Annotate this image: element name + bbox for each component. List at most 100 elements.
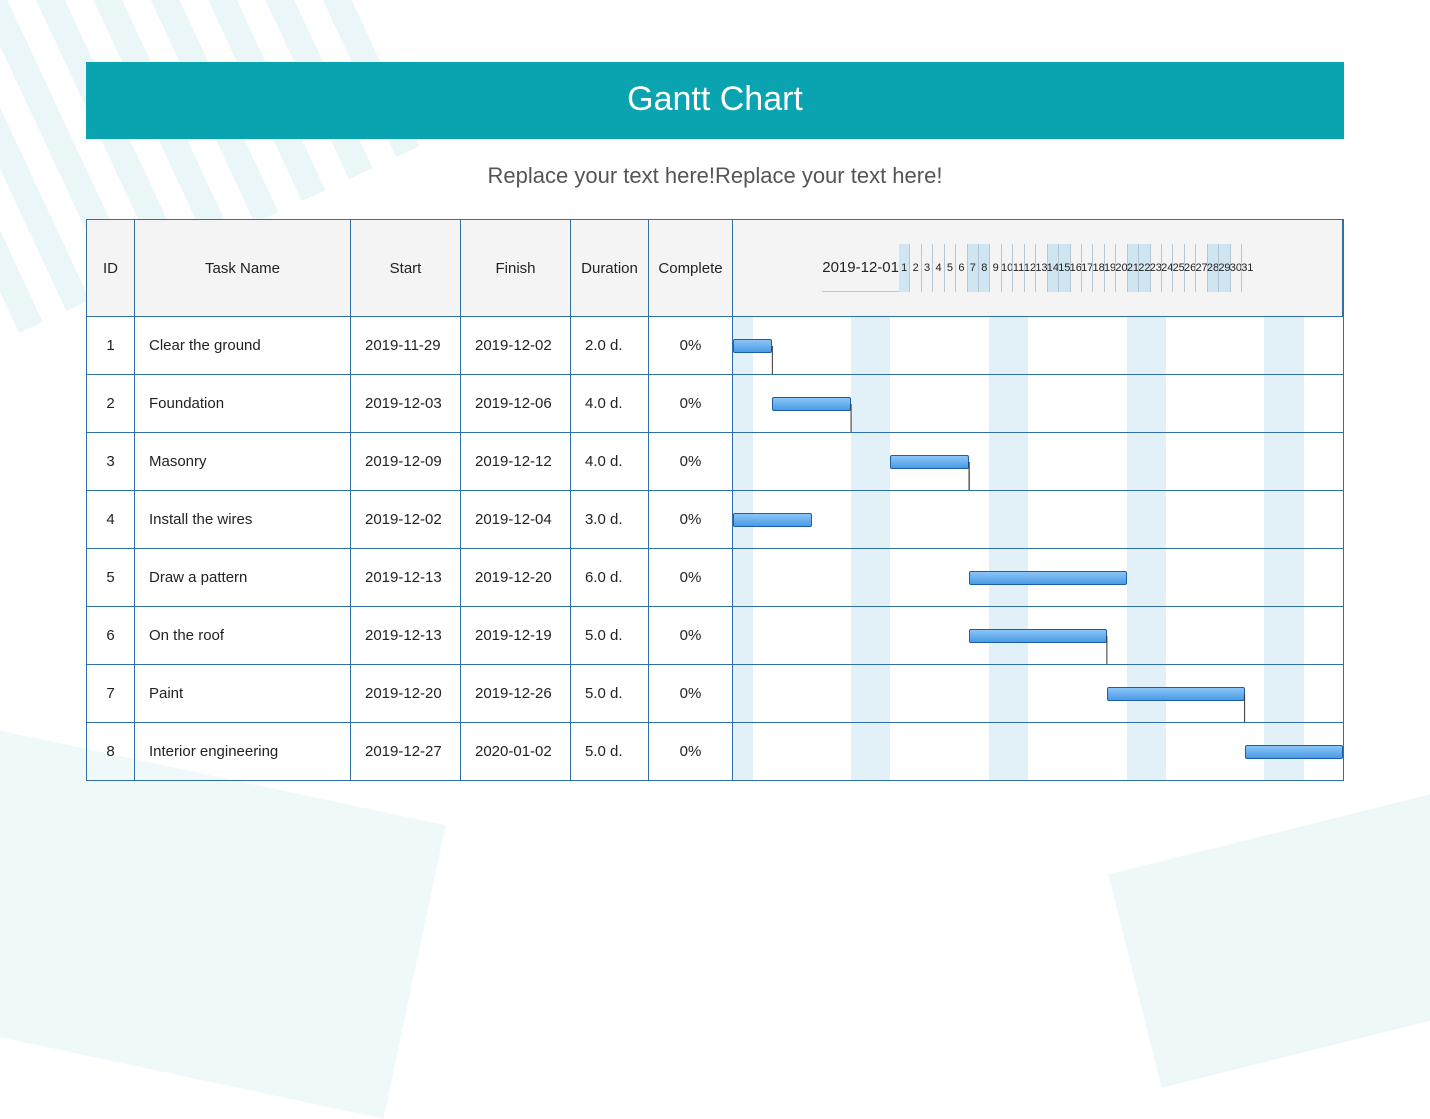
cell-timeline [733, 607, 1343, 664]
cell-id: 6 [87, 607, 135, 664]
weekend-band [1264, 607, 1303, 664]
cell-start: 2019-12-20 [351, 665, 461, 722]
weekend-band [1264, 549, 1303, 606]
timeline-day: 19 [1104, 244, 1115, 292]
weekend-band [1264, 317, 1303, 374]
timeline-day: 8 [978, 244, 989, 292]
cell-timeline [733, 665, 1343, 722]
gantt-bar [969, 571, 1126, 585]
timeline-month-label: 2019-12-01 [822, 244, 899, 292]
col-header-start: Start [351, 220, 461, 316]
weekend-band [851, 549, 890, 606]
timeline-day: 26 [1184, 244, 1195, 292]
cell-finish: 2019-12-02 [461, 317, 571, 374]
gantt-bar [772, 397, 851, 411]
cell-duration: 5.0 d. [571, 607, 649, 664]
cell-task-name: Interior engineering [135, 723, 351, 780]
cell-id: 7 [87, 665, 135, 722]
weekend-band [851, 607, 890, 664]
cell-start: 2019-12-13 [351, 607, 461, 664]
gantt-bar [733, 513, 812, 527]
timeline-day: 17 [1081, 244, 1092, 292]
timeline-day: 2 [909, 244, 920, 292]
cell-task-name: Clear the ground [135, 317, 351, 374]
timeline-day: 25 [1172, 244, 1183, 292]
timeline-day: 28 [1207, 244, 1218, 292]
cell-id: 4 [87, 491, 135, 548]
timeline-day: 31 [1241, 244, 1252, 292]
gantt-bar [1245, 745, 1343, 759]
weekend-band [1264, 375, 1303, 432]
timeline-day: 4 [932, 244, 943, 292]
weekend-band [733, 433, 753, 490]
cell-complete: 0% [649, 317, 733, 374]
timeline-day: 1 [899, 244, 909, 292]
cell-complete: 0% [649, 665, 733, 722]
weekend-band [989, 375, 1028, 432]
dependency-arrow [733, 433, 1343, 490]
timeline-day: 24 [1161, 244, 1172, 292]
gantt-row: 8Interior engineering2019-12-272020-01-0… [87, 722, 1343, 780]
col-header-timeline: 2019-12-01 12345678910111213141516171819… [733, 220, 1343, 316]
cell-finish: 2019-12-19 [461, 607, 571, 664]
weekend-band [851, 723, 890, 780]
weekend-band [733, 375, 753, 432]
cell-start: 2019-12-27 [351, 723, 461, 780]
weekend-band [1264, 433, 1303, 490]
cell-finish: 2019-12-26 [461, 665, 571, 722]
cell-id: 1 [87, 317, 135, 374]
timeline-day: 20 [1115, 244, 1126, 292]
cell-timeline [733, 723, 1343, 780]
cell-task-name: Paint [135, 665, 351, 722]
col-header-finish: Finish [461, 220, 571, 316]
cell-duration: 5.0 d. [571, 665, 649, 722]
cell-start: 2019-12-02 [351, 491, 461, 548]
gantt-row: 7Paint2019-12-202019-12-265.0 d.0% [87, 664, 1343, 722]
cell-timeline [733, 433, 1343, 490]
timeline-day: 6 [955, 244, 966, 292]
cell-duration: 3.0 d. [571, 491, 649, 548]
col-header-duration: Duration [571, 220, 649, 316]
timeline-day: 7 [967, 244, 978, 292]
weekend-band [1127, 433, 1166, 490]
timeline-day: 16 [1070, 244, 1081, 292]
cell-duration: 5.0 d. [571, 723, 649, 780]
weekend-band [851, 317, 890, 374]
timeline-day: 15 [1058, 244, 1069, 292]
cell-start: 2019-12-13 [351, 549, 461, 606]
cell-duration: 4.0 d. [571, 433, 649, 490]
timeline-day: 23 [1150, 244, 1161, 292]
weekend-band [1127, 317, 1166, 374]
cell-task-name: Foundation [135, 375, 351, 432]
gantt-bar [1107, 687, 1245, 701]
cell-finish: 2019-12-12 [461, 433, 571, 490]
gantt-chart: ID Task Name Start Finish Duration Compl… [86, 219, 1344, 781]
cell-complete: 0% [649, 491, 733, 548]
page-title: Gantt Chart [86, 62, 1344, 139]
cell-timeline [733, 491, 1343, 548]
dependency-arrow [733, 317, 1343, 374]
weekend-band [1127, 723, 1166, 780]
timeline-day: 3 [921, 244, 932, 292]
timeline-day: 9 [989, 244, 1000, 292]
cell-start: 2019-12-09 [351, 433, 461, 490]
gantt-header: ID Task Name Start Finish Duration Compl… [87, 220, 1343, 316]
gantt-row: 6On the roof2019-12-132019-12-195.0 d.0% [87, 606, 1343, 664]
gantt-row: 4Install the wires2019-12-022019-12-043.… [87, 490, 1343, 548]
timeline-day: 27 [1195, 244, 1206, 292]
weekend-band [1127, 491, 1166, 548]
weekend-band [733, 665, 753, 722]
gantt-row: 2Foundation2019-12-032019-12-064.0 d.0% [87, 374, 1343, 432]
weekend-band [733, 549, 753, 606]
cell-complete: 0% [649, 549, 733, 606]
cell-complete: 0% [649, 607, 733, 664]
cell-timeline [733, 549, 1343, 606]
weekend-band [851, 491, 890, 548]
timeline-day: 10 [1001, 244, 1012, 292]
gantt-bar [969, 629, 1107, 643]
cell-id: 3 [87, 433, 135, 490]
col-header-complete: Complete [649, 220, 733, 316]
timeline-day: 14 [1047, 244, 1058, 292]
cell-duration: 4.0 d. [571, 375, 649, 432]
timeline-day: 22 [1138, 244, 1149, 292]
